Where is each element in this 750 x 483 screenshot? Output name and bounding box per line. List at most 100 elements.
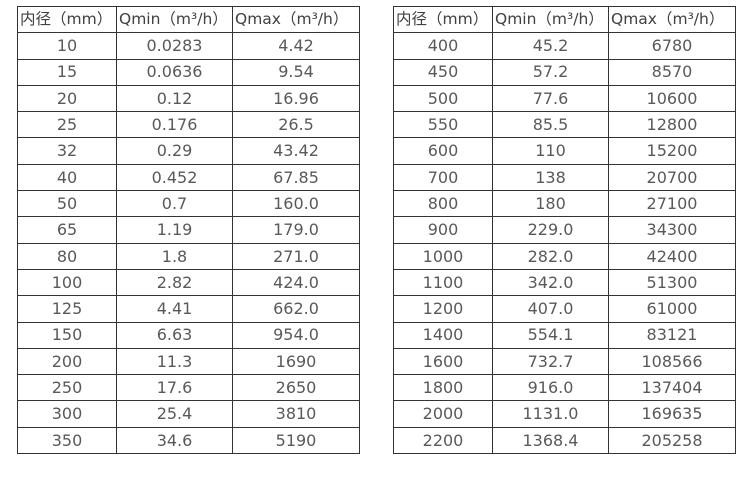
table-cell: 45.2 [492,32,609,60]
table-row: 125 4.41 662.0 [17,295,360,323]
table-cell: 282.0 [492,242,609,270]
flow-table-large-diameters: 内径（mm） Qmin（m³/h） Qmax（m³/h） 400 45.2 6780… [393,5,736,455]
table-row: 1000 282.0 42400 [393,242,736,270]
col-header-inner-diameter: 内径（mm） [17,5,117,34]
table-cell: 2200 [393,426,493,455]
table-cell: 271.0 [232,242,360,270]
table-cell: 50 [17,190,117,218]
table-cell: 1368.4 [492,426,609,455]
header-row: 内径（mm） Qmin（m³/h） Qmax（m³/h） [17,5,360,34]
table-cell: 550 [393,111,493,139]
table-cell: 16.96 [232,84,360,113]
table-cell: 600 [393,137,493,165]
table-row: 1800 916.0 137404 [393,374,736,402]
table-row: 450 57.2 8570 [393,58,736,86]
table-cell: 4.42 [232,32,360,60]
table-cell: 108566 [608,347,736,376]
table-cell: 0.7 [116,190,233,218]
table-cell: 1600 [393,347,493,376]
table-row: 80 1.8 271.0 [17,242,360,270]
table-cell: 407.0 [492,295,609,323]
table-cell: 0.0636 [116,58,233,86]
table-row: 200 11.3 1690 [17,347,360,376]
table-row: 32 0.29 43.42 [17,137,360,165]
table-cell: 6.63 [116,321,233,349]
table-cell: 1131.0 [492,400,609,428]
table-cell: 51300 [608,268,736,297]
table-cell: 554.1 [492,321,609,349]
table-cell: 160.0 [232,190,360,218]
table-cell: 17.6 [116,374,233,402]
table-row: 1200 407.0 61000 [393,295,736,323]
table-cell: 43.42 [232,137,360,165]
col-header-qmin: Qmin（m³/h） [116,5,233,34]
table-cell: 180 [492,190,609,218]
table-cell: 77.6 [492,84,609,113]
table-cell: 342.0 [492,268,609,297]
table-body: 400 45.2 6780 450 57.2 8570 500 77.6 10600 550 85.… [393,32,736,455]
table-cell: 732.7 [492,347,609,376]
table-cell: 34300 [608,216,736,244]
table-cell: 20 [17,84,117,113]
table-cell: 1690 [232,347,360,376]
table-cell: 100 [17,268,117,297]
table-row: 20 0.12 16.96 [17,84,360,113]
table-body: 10 0.0283 4.42 15 0.0636 9.54 20 0.12 16.96 25 0.1… [17,32,360,455]
table-cell: 26.5 [232,111,360,139]
table-cell: 200 [17,347,117,376]
table-cell: 1400 [393,321,493,349]
table-cell: 27100 [608,190,736,218]
table-cell: 424.0 [232,268,360,297]
table-row: 25 0.176 26.5 [17,111,360,139]
table-cell: 350 [17,426,117,455]
table-cell: 700 [393,163,493,192]
table-row: 100 2.82 424.0 [17,268,360,297]
table-row: 1400 554.1 83121 [393,321,736,349]
table-row: 900 229.0 34300 [393,216,736,244]
table-row: 50 0.7 160.0 [17,190,360,218]
table-row: 2200 1368.4 205258 [393,426,736,455]
table-cell: 1800 [393,374,493,402]
table-row: 10 0.0283 4.42 [17,32,360,60]
table-cell: 20700 [608,163,736,192]
table-cell: 169635 [608,400,736,428]
table-cell: 137404 [608,374,736,402]
table-cell: 42400 [608,242,736,270]
table-row: 250 17.6 2650 [17,374,360,402]
table-cell: 400 [393,32,493,60]
table-row: 700 138 20700 [393,163,736,192]
table-cell: 34.6 [116,426,233,455]
table-cell: 83121 [608,321,736,349]
table-cell: 8570 [608,58,736,86]
table-cell: 138 [492,163,609,192]
table-row: 1600 732.7 108566 [393,347,736,376]
table-cell: 9.54 [232,58,360,86]
table-cell: 10 [17,32,117,60]
table-row: 550 85.5 12800 [393,111,736,139]
flow-table-small-diameters: 内径（mm） Qmin（m³/h） Qmax（m³/h） 10 0.0283 4.4… [17,5,360,455]
table-cell: 3810 [232,400,360,428]
table-cell: 6780 [608,32,736,60]
table-cell: 0.176 [116,111,233,139]
table-cell: 2650 [232,374,360,402]
table-cell: 32 [17,137,117,165]
table-cell: 954.0 [232,321,360,349]
table-row: 600 110 15200 [393,137,736,165]
table-row: 1100 342.0 51300 [393,268,736,297]
table-cell: 250 [17,374,117,402]
table-cell: 0.29 [116,137,233,165]
table-cell: 900 [393,216,493,244]
table-row: 350 34.6 5190 [17,426,360,455]
table-cell: 1.19 [116,216,233,244]
table-cell: 125 [17,295,117,323]
table-row: 2000 1131.0 169635 [393,400,736,428]
table-row: 15 0.0636 9.54 [17,58,360,86]
table-cell: 61000 [608,295,736,323]
table-cell: 12800 [608,111,736,139]
table-cell: 662.0 [232,295,360,323]
col-header-qmax: Qmax（m³/h） [608,5,736,34]
table-cell: 0.12 [116,84,233,113]
table-cell: 110 [492,137,609,165]
table-cell: 25.4 [116,400,233,428]
